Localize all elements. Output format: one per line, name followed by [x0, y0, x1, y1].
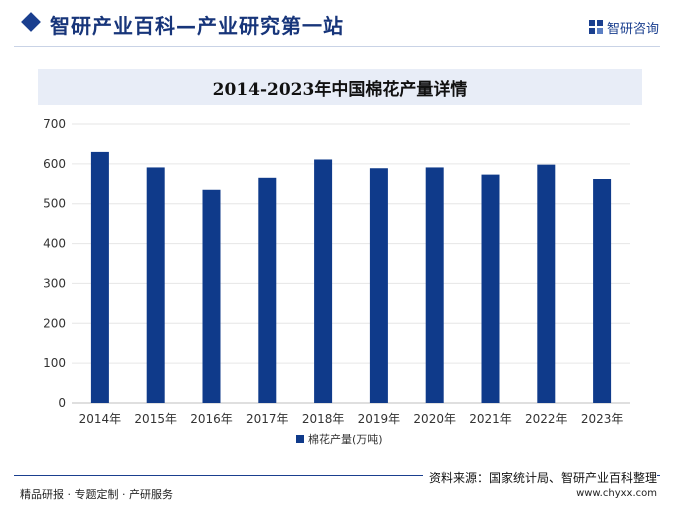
chart-title: 2014-2023年中国棉花产量详情	[212, 79, 468, 100]
x-tick-label: 2022年	[525, 412, 568, 426]
legend-swatch	[296, 435, 304, 443]
x-tick-label: 2017年	[246, 412, 289, 426]
bar	[481, 174, 500, 403]
x-tick-label: 2016年	[190, 412, 233, 426]
bar	[369, 168, 388, 403]
website-url[interactable]: www.chyxx.com	[576, 488, 657, 499]
y-tick-label: 700	[43, 117, 66, 131]
data-source: 资料来源：国家统计局、智研产业百科整理	[422, 469, 657, 486]
brand-logo[interactable]: 智研咨询	[588, 17, 659, 37]
bar	[258, 177, 277, 403]
y-tick-label: 100	[43, 356, 66, 370]
chart-title-bar: 2014-2023年中国棉花产量详情	[38, 69, 642, 105]
brand-logo-icon	[588, 20, 603, 34]
y-tick-label: 600	[43, 157, 66, 171]
x-tick-label: 2018年	[302, 412, 345, 426]
bar	[593, 179, 612, 403]
header-divider	[14, 46, 660, 47]
site-title: 智研产业百科—产业研究第一站	[50, 14, 344, 38]
x-tick-label: 2021年	[469, 412, 512, 426]
y-tick-label: 200	[43, 316, 66, 330]
bar	[314, 159, 333, 403]
page-header: 智研产业百科—产业研究第一站 智研咨询	[0, 0, 675, 52]
y-tick-label: 300	[43, 276, 66, 290]
x-tick-label: 2014年	[79, 412, 122, 426]
x-tick-label: 2020年	[413, 412, 456, 426]
y-tick-label: 0	[58, 396, 66, 410]
y-tick-label: 500	[43, 197, 66, 211]
x-tick-label: 2019年	[358, 412, 401, 426]
x-tick-label: 2015年	[134, 412, 177, 426]
bar	[90, 151, 109, 403]
bar	[202, 189, 221, 403]
brand-name: 智研咨询	[606, 21, 659, 37]
x-tick-label: 2023年	[581, 412, 624, 426]
bar-chart: 0 100 200 300 400 500 600 700 2014年 2015年 2016年 201…	[43, 117, 630, 446]
bar	[146, 167, 165, 403]
bar	[537, 164, 556, 403]
service-tagline: 精品研报 · 专题定制 · 产研服务	[20, 488, 173, 501]
legend-label: 棉花产量(万吨)	[308, 432, 383, 446]
footer-divider	[14, 475, 660, 476]
y-tick-label: 400	[43, 237, 66, 251]
bar	[425, 167, 444, 403]
